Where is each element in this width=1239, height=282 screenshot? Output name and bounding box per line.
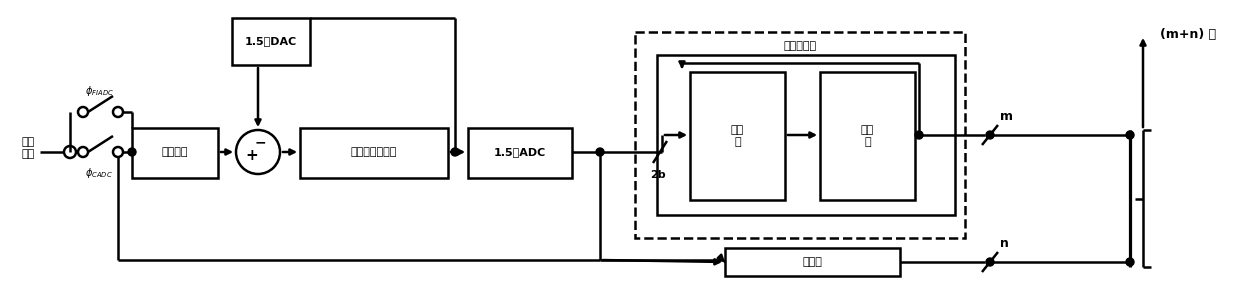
Text: n: n	[1000, 237, 1009, 250]
Text: m: m	[1000, 110, 1014, 123]
Text: 1.5位ADC: 1.5位ADC	[494, 147, 546, 157]
Text: $\phi_{FIADC}$: $\phi_{FIADC}$	[85, 84, 114, 98]
Text: 电容切换积分器: 电容切换积分器	[351, 147, 398, 157]
Text: $\phi_{CADC}$: $\phi_{CADC}$	[85, 166, 113, 180]
Bar	[232, 18, 310, 65]
Text: (m+n) 位: (m+n) 位	[1160, 28, 1217, 41]
Text: −: −	[254, 135, 266, 149]
Text: +: +	[245, 149, 259, 164]
Text: 输入
信号: 输入 信号	[22, 137, 35, 159]
Text: 1.5位DAC: 1.5位DAC	[245, 36, 297, 47]
Bar	[468, 128, 572, 178]
Text: 寄存器: 寄存器	[803, 257, 823, 267]
Circle shape	[596, 148, 603, 156]
Text: 采保电路: 采保电路	[162, 147, 188, 157]
Text: 可逆计数器: 可逆计数器	[783, 41, 817, 51]
Text: 2b: 2b	[650, 170, 665, 180]
Text: 累加
器: 累加 器	[731, 125, 745, 147]
Circle shape	[128, 148, 136, 156]
Bar	[636, 32, 965, 238]
Circle shape	[451, 148, 458, 156]
Circle shape	[1126, 131, 1134, 139]
Circle shape	[914, 131, 923, 139]
Circle shape	[1126, 258, 1134, 266]
Bar	[725, 248, 900, 276]
Bar	[300, 128, 449, 178]
Circle shape	[986, 131, 994, 139]
Circle shape	[986, 258, 994, 266]
Bar	[657, 55, 955, 215]
Bar	[820, 72, 914, 200]
Text: 寄存
器: 寄存 器	[861, 125, 875, 147]
Bar	[133, 128, 218, 178]
Bar	[690, 72, 786, 200]
